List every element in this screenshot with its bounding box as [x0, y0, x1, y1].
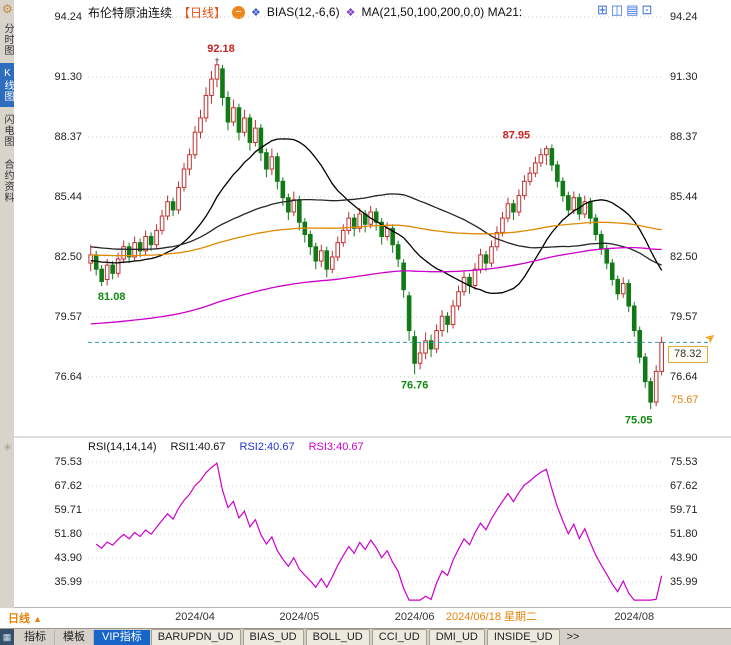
y-axis-label-right: 91.30 — [670, 71, 698, 84]
y-axis-label-right: 59.71 — [670, 503, 698, 516]
y-axis-label-right: 75.53 — [670, 456, 698, 468]
x-axis-tick: 2024/05 — [279, 611, 320, 623]
x-axis-tick: 2024/04 — [175, 611, 215, 623]
y-axis-label-left: 94.24 — [54, 10, 82, 23]
sidebar-item-view[interactable]: 分时图 — [2, 23, 13, 56]
collapse-icon[interactable]: − — [232, 5, 246, 19]
y-axis-label-left: 35.99 — [54, 575, 82, 588]
symbol-title: 布伦特原油连续 — [88, 5, 173, 20]
window-tile-icon[interactable]: ◫ — [610, 2, 624, 17]
y-axis-label-left: 51.80 — [54, 527, 82, 540]
x-axis-tick: 2024/06/18 星期二 — [445, 611, 538, 623]
chart-header: 布伦特原油连续 【日线】 − ❖ BIAS(12,-6,6) ❖ MA(21,5… — [88, 3, 522, 21]
ma-line-ma21 — [90, 138, 663, 295]
price-annotation: 87.95 — [503, 130, 531, 142]
period-up-arrow-icon: ▲ — [33, 614, 42, 624]
y-axis-label-right: 43.90 — [670, 551, 698, 564]
tab-[interactable]: >> — [566, 631, 580, 643]
ma-indicator-label: MA(21,50,100,200,0,0) MA21: — [361, 5, 523, 19]
y-axis-label-left: 59.71 — [54, 503, 82, 516]
indicator-tab-bar: ▦ 指标 模板 VIP指标 BARUPDN_UD BIAS_UD BOLL_UD CCI_U… — [0, 628, 731, 645]
ma-line-ma200 — [90, 246, 662, 325]
period-selector[interactable]: 日线 ▲ — [8, 610, 42, 626]
ma-line-ma100 — [90, 221, 662, 257]
tab-barupdn_ud[interactable]: BARUPDN_UD — [150, 629, 241, 645]
candlestick-series — [88, 59, 664, 410]
ma-line-ma50 — [90, 193, 662, 266]
rsi2-value: RSI2:40.67 — [239, 441, 295, 453]
rsi-pane-icon[interactable]: ✳ — [3, 442, 13, 454]
y-axis-label-right: 82.50 — [670, 250, 698, 263]
y-axis-label-right: 35.99 — [670, 575, 698, 588]
chart-canvas[interactable]: 92.18+87.95 81.08 76.76 75.05 — [14, 0, 731, 628]
tab-cci_ud[interactable]: CCI_UD — [371, 629, 427, 645]
price-annotation: 76.76 — [401, 379, 429, 391]
peak-marker-icon: + — [214, 55, 219, 65]
y-axis-label-left: 79.57 — [54, 310, 82, 323]
y-axis-label-right: 67.62 — [670, 479, 698, 492]
sidebar-item-selected[interactable]: K线图 — [0, 63, 14, 107]
tab-dmi_ud[interactable]: DMI_UD — [428, 629, 485, 645]
y-axis-label-left: 75.53 — [54, 456, 82, 468]
gear-icon[interactable]: ⚙ — [2, 2, 13, 16]
rsi-params-label: RSI(14,14,14) — [88, 441, 157, 453]
window-tile-icon[interactable]: ⊡ — [641, 2, 653, 17]
y-axis-label-right: 79.57 — [670, 310, 698, 323]
y-axis-label-right: 94.24 — [670, 10, 698, 23]
last-price-tag: 78.32 — [668, 346, 708, 363]
period-selector-label: 日线 — [8, 613, 30, 625]
y-axis-label-left: 76.64 — [54, 370, 82, 383]
grid-corner-icon[interactable]: ▦ — [0, 629, 14, 645]
window-layout-icons: ⊞ ◫ ▤ ⊡ — [597, 2, 652, 17]
y-axis-label-left: 82.50 — [54, 250, 82, 263]
rsi3-value: RSI3:40.67 — [308, 441, 364, 453]
tab-bias_ud[interactable]: BIAS_UD — [242, 629, 304, 645]
settlement-price-label: 75.67 — [671, 394, 699, 406]
y-axis-label-right: 88.37 — [670, 130, 698, 143]
bias-indicator-label: BIAS(12,-6,6) — [266, 5, 340, 19]
left-sidebar: 分时图 K线图闪电图合约资料 — [0, 0, 14, 608]
tab-[interactable]: 指标 — [16, 629, 55, 645]
y-axis-label-left: 67.62 — [54, 479, 82, 492]
tab-inside_ud[interactable]: INSIDE_UD — [486, 629, 560, 645]
price-annotation: 75.05 — [625, 414, 653, 426]
tab-boll_ud[interactable]: BOLL_UD — [305, 629, 370, 645]
x-axis-tick: 2024/08 — [614, 611, 655, 623]
window-tile-icon[interactable]: ▤ — [626, 2, 639, 17]
tab-[interactable]: 模板 — [55, 629, 94, 645]
x-axis-tick: 2024/06 — [394, 611, 435, 623]
price-annotation: 81.08 — [98, 291, 126, 303]
sidebar-item-view[interactable]: 合约资料 — [2, 159, 13, 203]
period-tag: 【日线】 — [178, 5, 227, 20]
y-axis-label-right: 76.64 — [670, 370, 698, 383]
rsi-header: RSI(14,14,14) RSI1:40.67 RSI2:40.67 RSI3… — [88, 441, 364, 453]
rsi1-value: RSI1:40.67 — [170, 441, 226, 453]
bias-indicator-icon[interactable]: ❖ — [251, 6, 261, 19]
y-axis-label-right: 51.80 — [670, 527, 698, 540]
ma-indicator-icon[interactable]: ❖ — [345, 6, 356, 19]
y-axis-label-left: 91.30 — [54, 71, 82, 84]
y-axis-label-left: 88.37 — [54, 130, 82, 143]
y-axis-label-left: 85.44 — [54, 190, 82, 203]
price-annotation: 92.18 — [207, 43, 235, 55]
sidebar-item-view[interactable]: 闪电图 — [2, 114, 13, 147]
rsi-line — [95, 462, 663, 601]
window-tile-icon[interactable]: ⊞ — [597, 2, 608, 17]
tab-vip[interactable]: VIP指标 — [94, 629, 150, 645]
y-axis-label-left: 43.90 — [54, 551, 82, 564]
y-axis-label-right: 85.44 — [670, 190, 698, 203]
